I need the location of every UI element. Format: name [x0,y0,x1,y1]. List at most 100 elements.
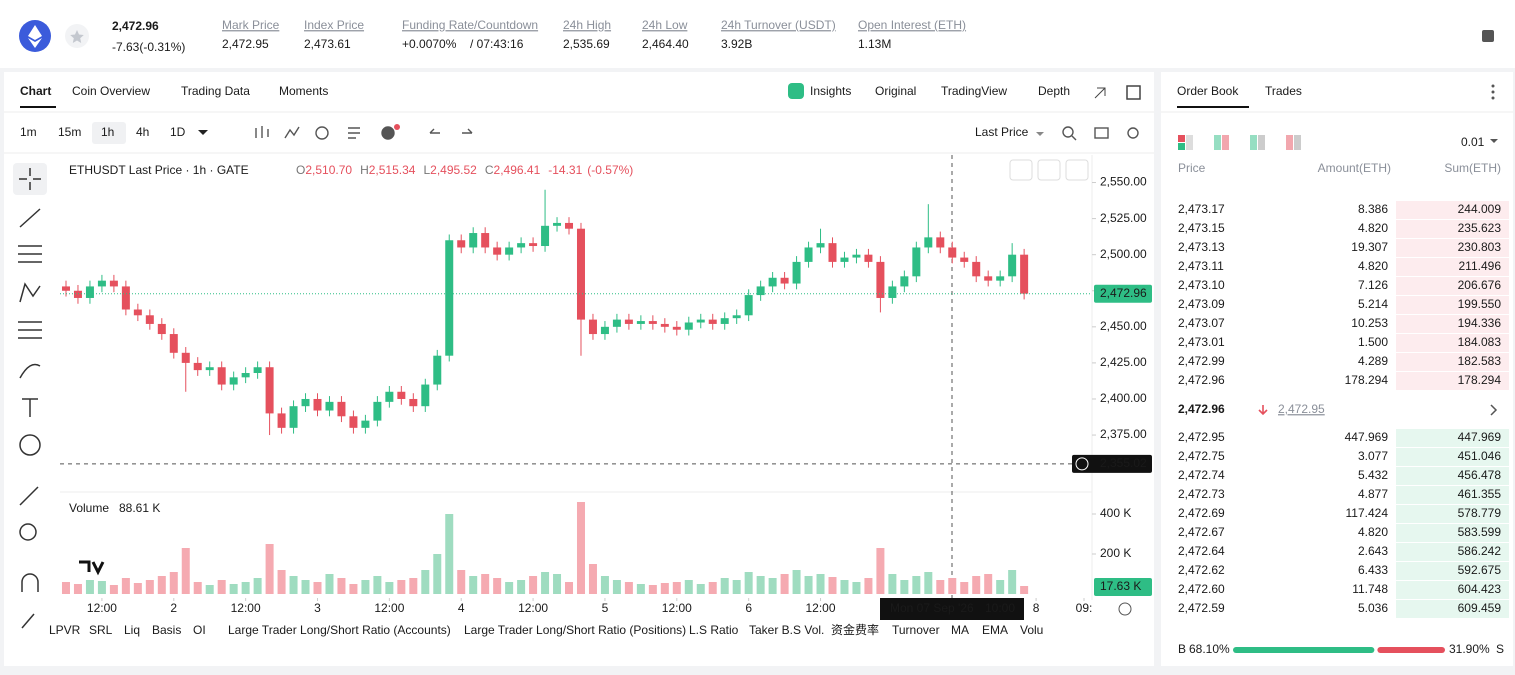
volume-bar [660,583,669,594]
candle-body [157,323,166,335]
indicator[interactable]: LPVR [49,623,81,637]
indicator[interactable]: Large Trader Long/Short Ratio (Accounts) [228,623,451,637]
y-tick-label: 2,400.00 [1100,391,1147,405]
indicator[interactable]: SRL [89,623,113,637]
scroll-button[interactable] [1009,159,1033,181]
book-tab[interactable]: Trades [1265,84,1302,98]
volume-bar [529,576,538,594]
x-tick-label: 12:00 [806,601,836,615]
insights-icon [788,83,804,99]
indicator[interactable]: Volu [1020,623,1043,637]
crosshair-price: 2,355.02 [1100,456,1147,470]
dropdown-arrow[interactable] [1490,139,1498,143]
indicator[interactable]: Taker B.S Vol. [749,623,824,637]
indicator[interactable]: 资金费率 [831,622,879,637]
last-price-tag-label: 2,472.96 [1100,286,1147,300]
volume-bar [481,574,490,594]
volume-bar [720,578,729,594]
menu-icon[interactable] [1482,30,1494,42]
settings-icon[interactable] [1118,602,1132,616]
volume-bar [73,584,82,594]
collapse-button[interactable] [1037,159,1061,181]
candle-body [277,413,286,428]
candle-body [481,233,490,248]
candle-body [217,367,226,385]
timeframe[interactable]: 4h [136,125,149,139]
volume-bar [217,580,226,594]
dropdown-arrow[interactable] [1036,132,1044,136]
book-sum: 461.355 [1458,487,1502,501]
crosshair-add[interactable] [1075,457,1089,471]
view-tab[interactable]: Original [875,84,916,98]
candle-body [541,225,550,247]
volume-last: 17.63 K [1100,579,1141,593]
volume-bar [85,580,94,594]
volume-bar [313,582,322,594]
candle-body [469,233,478,248]
candle-body [852,254,861,258]
candle-body [97,280,106,287]
view-tab[interactable]: TradingView [941,84,1007,98]
book-amount: 4.289 [1358,354,1388,368]
x-tick-label: 8 [1033,601,1040,615]
candle-body [397,391,406,399]
book-tab[interactable]: Order Book [1177,84,1239,98]
sum-bar [1396,372,1509,390]
dropdown-arrow[interactable] [198,130,208,135]
volume-bar [181,548,190,594]
candle-body [840,257,849,262]
stat-label: 24h Turnover (USDT) [721,18,836,32]
mid-price: 2,472.96 [1178,402,1225,416]
chevron[interactable] [1490,404,1498,416]
indicator[interactable]: Basis [152,623,181,637]
volume-bar [325,574,334,594]
tab[interactable]: Chart [20,84,51,98]
volume-bar [121,578,130,594]
window-icon[interactable] [1126,85,1141,100]
y-tick-label: 2,425.00 [1100,355,1147,369]
indicator[interactable]: OI [193,623,206,637]
timeframe[interactable]: 15m [58,125,81,139]
reset-button[interactable] [1065,159,1089,181]
volume-bar [672,582,681,594]
x-tick-label: 12:00 [87,601,117,615]
indicator[interactable]: L.S Ratio [689,623,739,637]
candle-body [876,261,885,298]
candle-body [373,401,382,421]
indicator[interactable]: MA [951,623,969,637]
book-amount: 4.820 [1358,259,1388,273]
candle-body [588,319,597,335]
precision[interactable]: 0.01 [1461,135,1485,149]
book-amount: 2.643 [1358,544,1388,558]
indicator[interactable]: Large Trader Long/Short Ratio (Positions… [464,623,686,637]
indicator[interactable]: Turnover [892,623,940,637]
tab[interactable]: Moments [279,84,328,98]
col-header: Price [1178,161,1206,175]
candle-body [121,286,130,310]
volume-bar [756,576,765,594]
candle-body [253,367,262,374]
volume-bar [517,580,526,594]
volume-bar [732,580,741,594]
sum-bar [1396,258,1509,276]
indicator[interactable]: EMA [982,623,1008,637]
book-sum: 244.009 [1458,202,1502,216]
indicator[interactable]: Liq [124,623,140,637]
book-price: 2,472.99 [1178,354,1225,368]
x-tick-label: 09: [1076,601,1093,615]
candle-body [493,247,502,255]
stat-label: 24h High [563,18,611,32]
view-tab[interactable]: Depth [1038,84,1070,98]
timeframe[interactable]: 1D [170,125,186,139]
tab[interactable]: Trading Data [181,84,250,98]
tab[interactable]: Coin Overview [72,84,150,98]
candle-body [672,326,681,330]
price-type[interactable]: Last Price [975,125,1029,139]
volume-bar [61,582,70,594]
timeframe[interactable]: 1h [101,125,114,139]
book-amount: 5.432 [1358,468,1388,482]
ohlc-key: C [485,163,494,177]
expand-icon[interactable] [1094,87,1106,99]
timeframe[interactable]: 1m [20,125,37,139]
view-tab[interactable]: Insights [810,84,851,98]
